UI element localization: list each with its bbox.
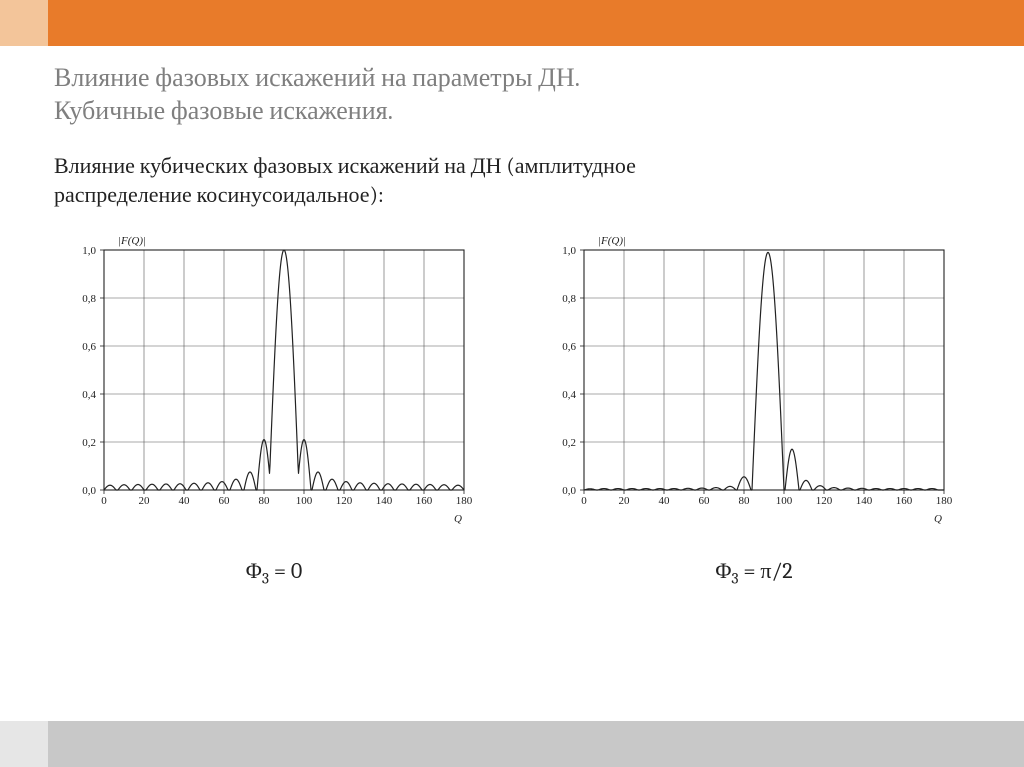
body-line2: распределение косинусоидальное): xyxy=(54,182,384,208)
svg-text:160: 160 xyxy=(416,495,433,507)
chart-left-caption-sub: 3 xyxy=(262,569,269,587)
header-band-accent xyxy=(0,0,48,46)
svg-text:140: 140 xyxy=(376,495,393,507)
chart-right-column: 0 20 40 60 80 100 120 140 160 180 0,0 0,2 0,4 0,6 0,8 1… xyxy=(534,230,974,587)
chart-left-column: 0 20 40 60 80 100 120 140 160 180 0,0 0,2 0,4 0,6 0,8 1… xyxy=(54,230,494,587)
body-line1: Влияние кубических фазовых искажений на … xyxy=(54,153,636,179)
svg-text:0: 0 xyxy=(101,495,107,507)
svg-text:|F(Q)|: |F(Q)| xyxy=(598,235,626,247)
svg-text:0: 0 xyxy=(581,495,587,507)
svg-text:100: 100 xyxy=(776,495,793,507)
svg-text:1,0: 1,0 xyxy=(82,245,96,257)
chart-left-caption-prefix: Φ xyxy=(246,558,262,584)
charts-row: 0 20 40 60 80 100 120 140 160 180 0,0 0,2 0,4 0,6 0,8 1… xyxy=(54,230,984,587)
svg-text:120: 120 xyxy=(336,495,353,507)
svg-text:0,4: 0,4 xyxy=(82,389,96,401)
header-band xyxy=(0,0,1024,46)
chart-left-caption-suffix: = 0 xyxy=(274,558,302,584)
svg-text:0,8: 0,8 xyxy=(562,293,576,305)
svg-text:180: 180 xyxy=(936,495,953,507)
slide-title-line2: Кубичные фазовые искажения. xyxy=(54,95,984,128)
svg-text:20: 20 xyxy=(619,495,631,507)
chart-right-caption-prefix: Φ xyxy=(715,558,731,584)
slide-title: Влияние фазовых искажений на параметры Д… xyxy=(54,62,984,127)
chart-right-caption: Φ3 = π/2 xyxy=(715,558,792,587)
svg-text:160: 160 xyxy=(896,495,913,507)
svg-text:|F(Q)|: |F(Q)| xyxy=(118,235,146,247)
svg-text:20: 20 xyxy=(139,495,151,507)
svg-text:0,2: 0,2 xyxy=(82,437,96,449)
svg-text:0,4: 0,4 xyxy=(562,389,576,401)
footer-band-accent xyxy=(0,721,48,767)
svg-text:120: 120 xyxy=(816,495,833,507)
svg-text:0,6: 0,6 xyxy=(562,341,576,353)
svg-text:60: 60 xyxy=(219,495,231,507)
svg-text:0,0: 0,0 xyxy=(82,485,96,497)
chart-left: 0 20 40 60 80 100 120 140 160 180 0,0 0,2 0,4 0,6 0,8 1… xyxy=(54,230,494,540)
svg-text:Q: Q xyxy=(934,513,942,525)
chart-right-caption-sub: 3 xyxy=(731,569,738,587)
slide-title-line1: Влияние фазовых искажений на параметры Д… xyxy=(54,62,984,95)
svg-text:Q: Q xyxy=(454,513,462,525)
svg-text:40: 40 xyxy=(659,495,671,507)
svg-text:80: 80 xyxy=(259,495,271,507)
svg-text:1,0: 1,0 xyxy=(562,245,576,257)
chart-right-caption-suffix: = π/2 xyxy=(743,558,792,584)
svg-text:180: 180 xyxy=(456,495,473,507)
svg-text:40: 40 xyxy=(179,495,191,507)
svg-text:0,8: 0,8 xyxy=(82,293,96,305)
svg-text:0,6: 0,6 xyxy=(82,341,96,353)
svg-text:100: 100 xyxy=(296,495,313,507)
chart-left-caption: Φ3 = 0 xyxy=(246,558,302,587)
footer-band xyxy=(0,721,1024,767)
svg-text:60: 60 xyxy=(699,495,711,507)
chart-right: 0 20 40 60 80 100 120 140 160 180 0,0 0,2 0,4 0,6 0,8 1… xyxy=(534,230,974,540)
svg-text:0,2: 0,2 xyxy=(562,437,576,449)
svg-text:0,0: 0,0 xyxy=(562,485,576,497)
slide-body-text: Влияние кубических фазовых искажений на … xyxy=(54,152,964,209)
svg-text:80: 80 xyxy=(739,495,751,507)
svg-text:140: 140 xyxy=(856,495,873,507)
